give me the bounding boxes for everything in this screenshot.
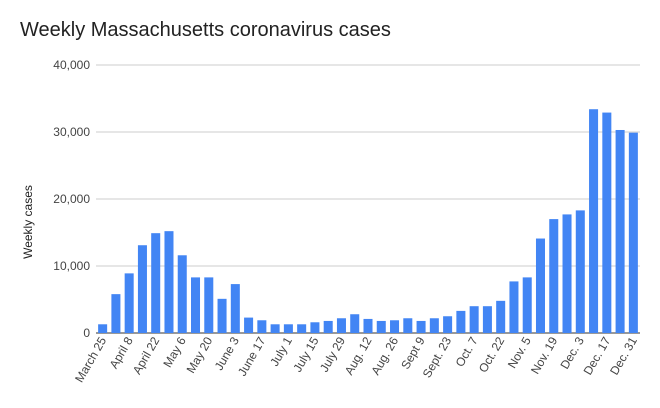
bar <box>98 324 108 333</box>
bar <box>482 306 492 333</box>
x-tick-label: April 22 <box>130 334 163 377</box>
x-tick-label: May 6 <box>160 334 189 370</box>
bar <box>124 273 134 333</box>
bar <box>164 231 174 333</box>
bar <box>403 318 413 333</box>
bar <box>602 112 612 333</box>
bar <box>522 277 532 333</box>
x-tick-label: May 20 <box>184 334 216 375</box>
bar <box>615 129 625 333</box>
bar <box>549 219 559 333</box>
bar <box>429 318 439 333</box>
y-tick-label: 10,000 <box>53 259 90 273</box>
x-tick-label: Dec. 31 <box>607 334 640 377</box>
bar <box>283 324 293 333</box>
y-tick-label: 40,000 <box>53 58 90 72</box>
bar <box>323 320 333 333</box>
bar <box>535 238 545 333</box>
y-tick-label: 0 <box>83 326 90 340</box>
bar <box>496 300 506 333</box>
bar <box>336 318 346 333</box>
x-tick-label: July 1 <box>267 334 295 368</box>
bar <box>390 320 400 333</box>
chart-title: Weekly Massachusetts coronavirus cases <box>20 19 391 41</box>
bar <box>137 245 147 333</box>
bar <box>443 316 453 333</box>
bar <box>376 320 386 333</box>
x-tick-label: Nov. 19 <box>528 334 561 376</box>
bar <box>350 314 360 333</box>
x-tick-label: March 25 <box>72 334 109 385</box>
x-tick-label: Oct. 22 <box>476 334 508 375</box>
x-tick-label: Oct. 7 <box>453 334 481 369</box>
y-tick-label: 20,000 <box>53 192 90 206</box>
x-tick-label: Aug. 26 <box>368 334 401 377</box>
bar <box>589 109 599 333</box>
bar <box>310 322 320 333</box>
bar <box>363 318 373 333</box>
bar <box>257 320 267 333</box>
bar <box>297 324 307 333</box>
bar <box>111 294 121 333</box>
bar <box>562 214 572 333</box>
bar <box>217 298 227 333</box>
bar <box>509 281 519 333</box>
y-tick-labels: 0 10,000 20,000 30,000 40,000 <box>53 58 90 340</box>
bar <box>575 210 585 333</box>
bar <box>456 310 466 333</box>
bar <box>151 233 161 333</box>
bar <box>204 277 214 333</box>
bar <box>628 132 638 333</box>
y-tick-label: 30,000 <box>53 125 90 139</box>
bars <box>98 109 638 333</box>
bar <box>230 284 240 333</box>
bar <box>270 324 280 333</box>
bar <box>416 320 426 333</box>
bar <box>177 255 187 333</box>
gridlines <box>96 64 640 334</box>
bar <box>469 306 479 333</box>
bar <box>191 277 201 333</box>
bar <box>244 317 254 333</box>
